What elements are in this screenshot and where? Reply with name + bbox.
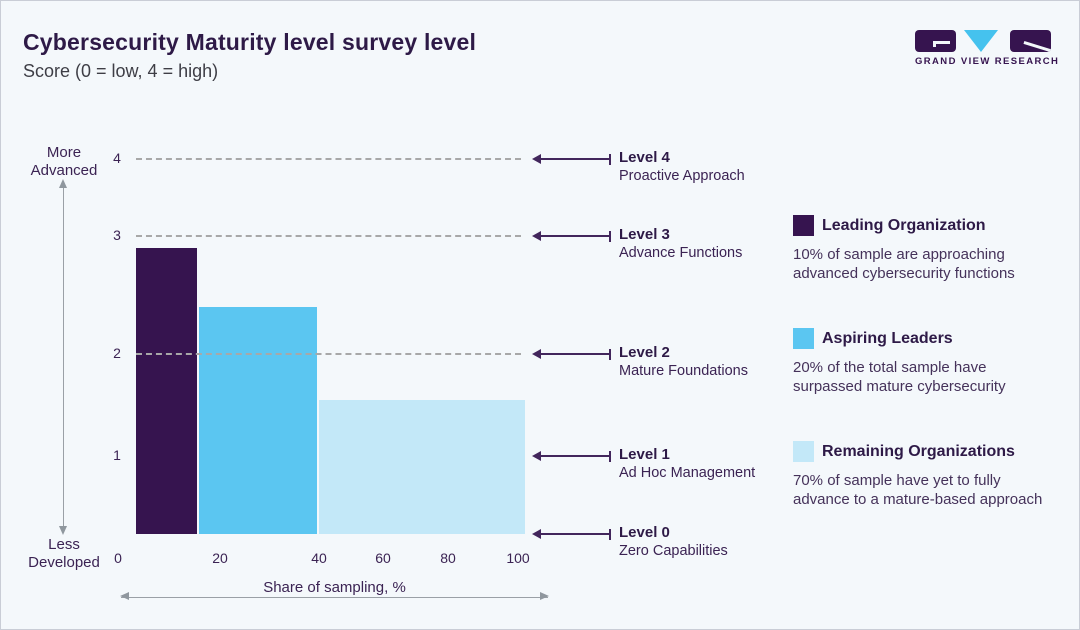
x-tick-label-0: 0 — [114, 550, 122, 566]
level-label-level-2: Level 2 Mature Foundations — [619, 345, 748, 380]
legend-item-aspiring-leaders: Aspiring Leaders 20% of the total sample… — [793, 328, 1065, 396]
level-description: Mature Foundations — [619, 363, 748, 379]
legend-description: 10% of sample are approaching advanced c… — [793, 246, 1015, 282]
level-description: Zero Capabilities — [619, 543, 728, 559]
legend-swatch-aspiring-leaders — [793, 328, 814, 349]
bar-leading-organization — [135, 247, 197, 534]
x-tick-label-100: 100 — [506, 550, 530, 566]
x-axis-double-arrow-icon — [120, 592, 549, 600]
level-name: Level 2 — [619, 344, 670, 361]
bar-aspiring-leaders — [198, 306, 318, 534]
level-label-level-3: Level 3 Advance Functions — [619, 227, 742, 262]
legend-item-remaining-organizations: Remaining Organizations 70% of sample ha… — [793, 441, 1065, 509]
level-description: Advance Functions — [619, 245, 743, 261]
page-subtitle: Score (0 = low, 4 = high) — [23, 61, 219, 81]
legend-title: Aspiring Leaders — [822, 329, 953, 347]
brand-name: GRAND VIEW RESEARCH — [915, 56, 1060, 67]
level-arrow-icon-level-4 — [532, 153, 611, 165]
gvr-logo-marks — [915, 30, 1051, 52]
x-tick-label-80: 80 — [440, 550, 456, 566]
logo-letter-g — [915, 30, 956, 52]
legend-description: 20% of the total sample have surpassed m… — [793, 359, 1006, 395]
level-label-level-4: Level 4 Proactive Approach — [619, 150, 745, 185]
level-name: Level 1 — [619, 446, 670, 463]
level-name: Level 4 — [619, 149, 670, 166]
x-tick-label-20: 20 — [212, 550, 228, 566]
legend-description: 70% of sample have yet to fully advance … — [793, 472, 1043, 508]
y-tick-label-1: 1 — [113, 447, 121, 463]
level-name: Level 3 — [619, 226, 670, 243]
page-title: Cybersecurity Maturity level survey leve… — [23, 29, 477, 55]
level-label-level-0: Level 0 Zero Capabilities — [619, 525, 728, 560]
dashed-gridline-level-4 — [136, 158, 521, 160]
level-name: Level 0 — [619, 524, 670, 541]
dashed-gridline-level-2 — [136, 353, 521, 355]
level-arrow-icon-level-3 — [532, 230, 611, 242]
y-tick-label-3: 3 — [113, 227, 121, 243]
bar-remaining-organizations — [319, 399, 525, 534]
y-tick-label-2: 2 — [113, 345, 121, 361]
legend-title: Leading Organization — [822, 216, 986, 234]
y-tick-label-4: 4 — [113, 150, 121, 166]
x-axis-title: Share of sampling, % — [263, 579, 406, 596]
y-axis-annotation-top: More Advanced — [30, 144, 98, 179]
x-tick-label-40: 40 — [311, 550, 327, 566]
level-arrow-icon-level-0 — [532, 528, 611, 540]
legend-swatch-leading-organization — [793, 215, 814, 236]
legend-title: Remaining Organizations — [822, 442, 1015, 460]
level-description: Proactive Approach — [619, 168, 745, 184]
level-arrow-icon-level-1 — [532, 450, 611, 462]
level-arrow-icon-level-2 — [532, 348, 611, 360]
logo-letter-r — [1010, 30, 1051, 52]
legend-swatch-remaining-organizations — [793, 441, 814, 462]
brand-logo: GRAND VIEW RESEARCH — [915, 30, 1058, 67]
dashed-gridline-level-3 — [136, 235, 521, 237]
y-axis-annotation-bottom: Less Developed — [28, 536, 100, 571]
logo-letter-v-icon — [964, 30, 998, 52]
legend-item-leading-organization: Leading Organization 10% of sample are a… — [793, 215, 1065, 283]
x-tick-label-60: 60 — [375, 550, 391, 566]
level-description: Ad Hoc Management — [619, 465, 756, 481]
y-axis-double-arrow-icon — [59, 179, 67, 535]
level-label-level-1: Level 1 Ad Hoc Management — [619, 447, 755, 482]
